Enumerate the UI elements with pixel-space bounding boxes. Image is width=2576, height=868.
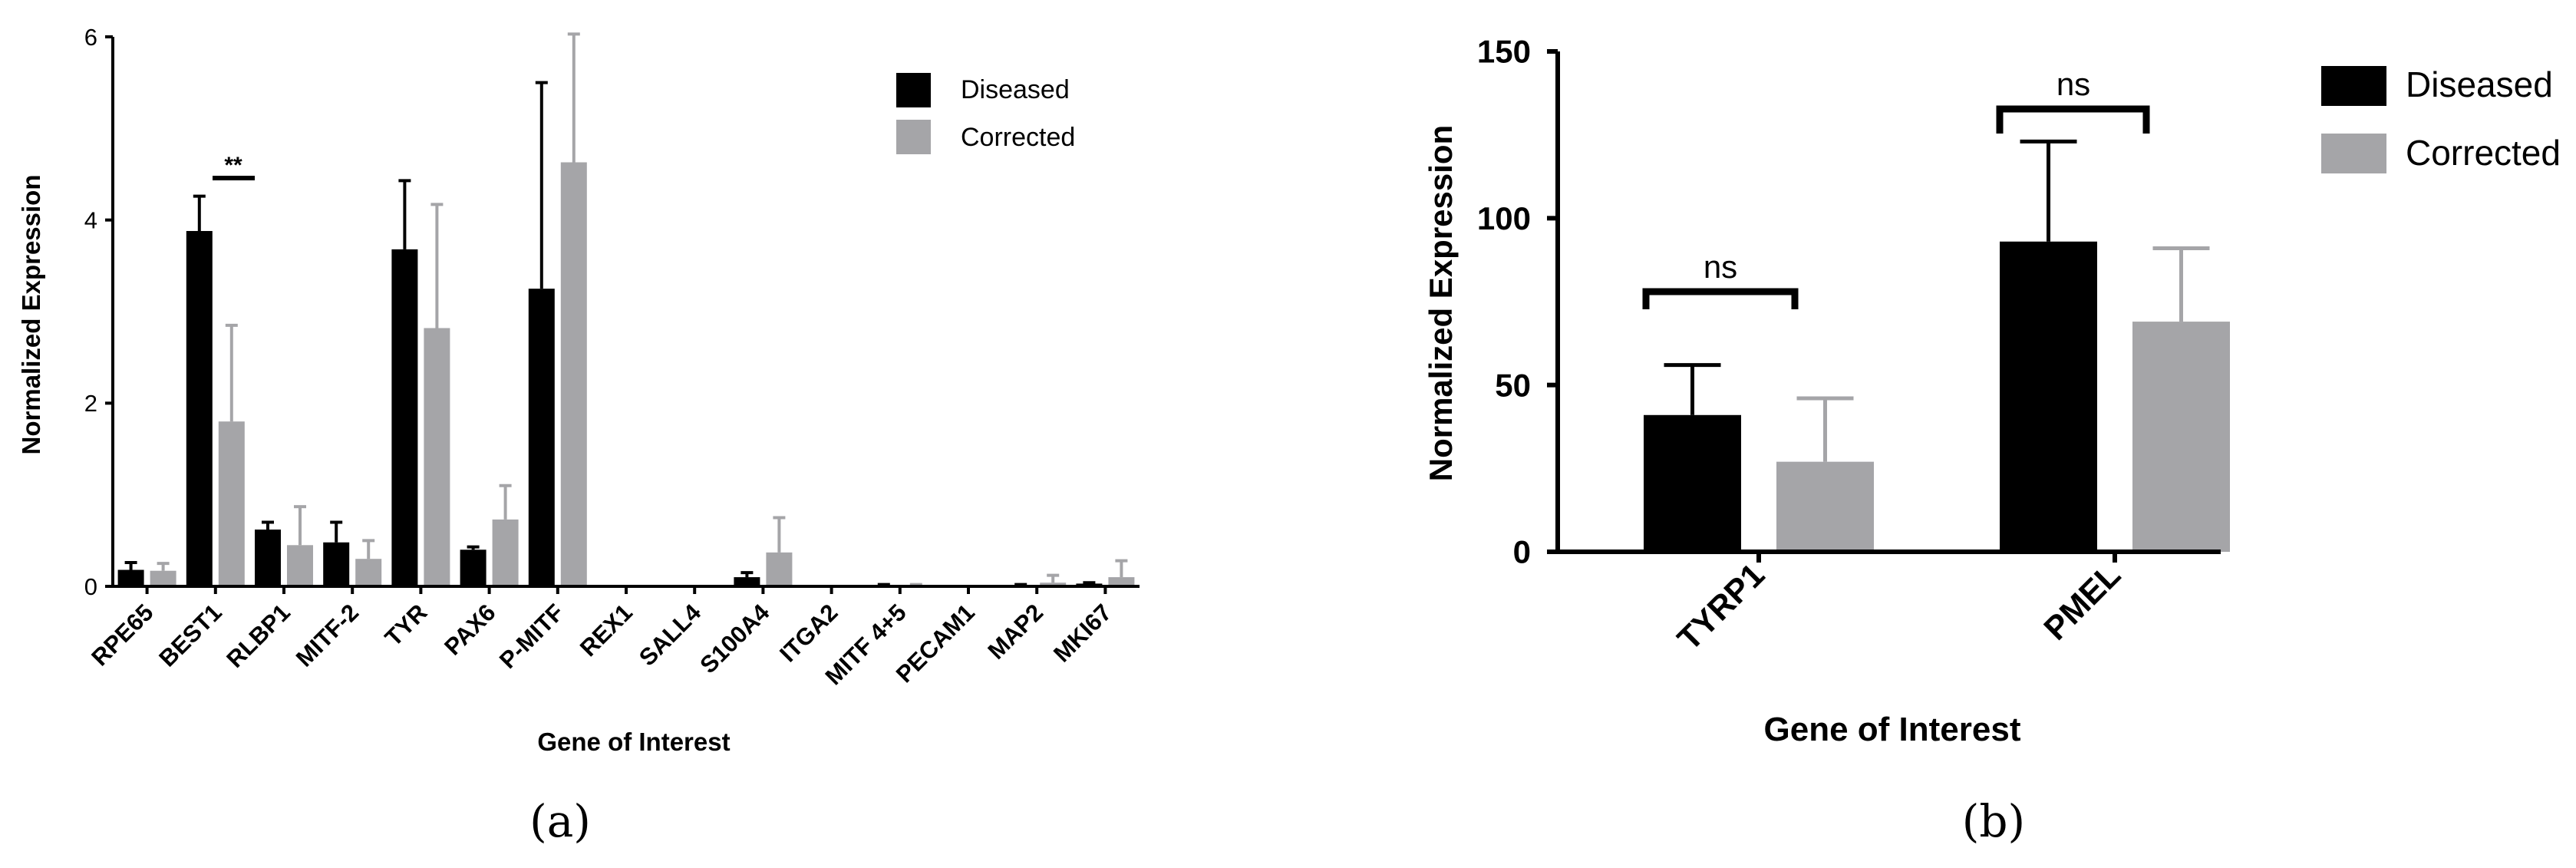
x-tick-label-rlbp1: RLBP1 xyxy=(221,599,295,673)
bar-best1-diseased xyxy=(186,230,213,586)
y-tick-label: 6 xyxy=(84,24,97,51)
x-axis-label-b: Gene of Interest xyxy=(1764,711,2021,748)
x-tick-label-mitf-2: MITF-2 xyxy=(291,599,364,672)
bar-pax6-corrected xyxy=(492,519,519,586)
legend-swatch-diseased xyxy=(2321,66,2386,106)
bar-tyrp1-corrected xyxy=(1776,461,1874,552)
legend-swatch-corrected xyxy=(896,120,931,154)
bar-s100a4-diseased xyxy=(734,577,760,586)
x-tick-label-best1: BEST1 xyxy=(153,599,226,672)
legend-b: Diseased Corrected xyxy=(2321,64,2561,173)
bar-map2-corrected xyxy=(1040,583,1067,586)
bar-tyrp1-diseased xyxy=(1644,414,1741,552)
panel-label-a: (a) xyxy=(529,795,591,847)
chart-b: 0 50 100 150 TYRP1 PMEL Normalized Expressio… xyxy=(1423,34,2561,847)
x-tick-label-itga2: ITGA2 xyxy=(774,599,843,667)
x-axis-label-a: Gene of Interest xyxy=(537,728,730,756)
bar-rpe65-diseased xyxy=(117,569,144,586)
panel-label-b: (b) xyxy=(1962,795,2025,847)
y-tick-label: 100 xyxy=(1477,200,1531,236)
y-tick-label: 0 xyxy=(1513,534,1531,570)
legend-swatch-diseased xyxy=(896,73,931,107)
legend-a: Diseased Corrected xyxy=(896,73,1075,154)
bar-pmel-diseased xyxy=(2000,241,2097,552)
x-tick-label-tyrp1: TYRP1 xyxy=(1671,556,1772,658)
x-tick-label-tyr: TYR xyxy=(380,599,433,652)
bar-tyr-corrected xyxy=(424,328,450,586)
bar-mitf-2-diseased xyxy=(323,542,350,586)
bar-tyr-diseased xyxy=(391,249,418,586)
significance-label: ns xyxy=(1704,249,1737,285)
significance-label: ns xyxy=(2057,66,2090,102)
bar-rpe65-corrected xyxy=(150,570,176,586)
bar-pax6-diseased xyxy=(460,550,487,586)
y-axis-label-b: Normalized Expression xyxy=(1423,125,1459,481)
x-tick-label-pmel: PMEL xyxy=(2037,556,2128,647)
y-tick-label: 4 xyxy=(84,207,97,234)
legend-swatch-corrected xyxy=(2321,134,2386,173)
bar-mki67-corrected xyxy=(1108,577,1135,586)
bar-best1-corrected xyxy=(218,421,245,586)
x-tick-label-pax6: PAX6 xyxy=(439,599,500,660)
bar-p-mitf-diseased xyxy=(528,289,555,586)
x-tick-label-rex1: REX1 xyxy=(575,599,638,662)
bar-rlbp1-diseased xyxy=(255,530,281,586)
bar-rlbp1-corrected xyxy=(287,545,313,586)
significance-label: ** xyxy=(224,153,242,178)
bar-pmel-corrected xyxy=(2132,322,2230,552)
x-tick-label-rpe65: RPE65 xyxy=(86,599,158,671)
bracket-line xyxy=(1642,288,1799,309)
legend-label-diseased: Diseased xyxy=(2406,64,2553,104)
x-tick-label-mki67: MKI67 xyxy=(1048,599,1116,667)
significance-bracket-a: ** xyxy=(213,153,255,180)
bracket-line xyxy=(1996,105,2150,134)
x-tick-label-s100a4: S100A4 xyxy=(694,599,775,679)
significance-bracket-tyrp1: ns xyxy=(1642,249,1799,309)
y-tick-label: 2 xyxy=(84,390,97,417)
legend-label-corrected: Corrected xyxy=(961,123,1075,152)
legend-label-diseased: Diseased xyxy=(961,75,1070,104)
x-tick-label-map2: MAP2 xyxy=(982,599,1048,665)
y-tick-label: 150 xyxy=(1477,34,1531,70)
significance-bracket-pmel: ns xyxy=(1996,66,2150,134)
bar-mitf-2-corrected xyxy=(355,559,382,586)
x-tick-label-p-mitf: P-MITF xyxy=(494,599,569,674)
y-axis-label-a: Normalized Expression xyxy=(17,175,45,455)
y-tick-label: 0 xyxy=(84,573,97,600)
legend-label-corrected: Corrected xyxy=(2406,133,2561,173)
y-tick-label: 50 xyxy=(1495,367,1531,403)
bar-p-mitf-corrected xyxy=(560,162,587,586)
bar-s100a4-corrected xyxy=(766,552,793,586)
